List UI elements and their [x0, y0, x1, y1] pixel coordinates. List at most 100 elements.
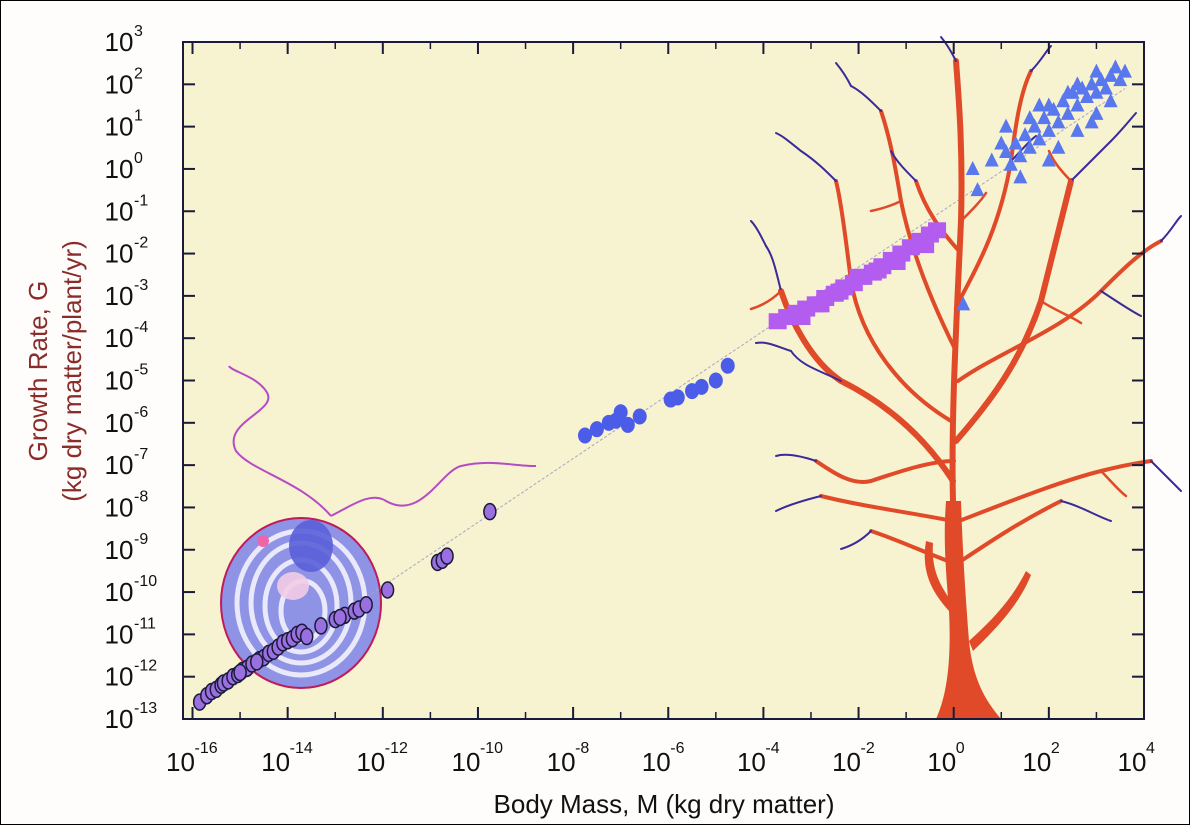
y-tick-label-exponent: -13: [134, 700, 157, 717]
x-tick-label-exponent: -14: [290, 740, 313, 757]
y-tick-label: 10: [105, 154, 134, 184]
y-tick-label: 10: [105, 323, 134, 353]
y-tick-label: 10: [105, 535, 134, 565]
data-point-series4: [1070, 76, 1085, 91]
y-tick-label: 10: [105, 704, 134, 734]
data-point-series4: [1022, 139, 1037, 154]
x-tick-label-exponent: -16: [195, 740, 218, 757]
data-point-series4: [1051, 139, 1066, 154]
data-point-series4: [1089, 63, 1104, 78]
data-point-series4: [1041, 152, 1056, 167]
data-point-series1: [314, 617, 328, 635]
data-point-series4: [1027, 118, 1042, 133]
data-point-series2: [620, 416, 635, 433]
y-tick-label-exponent: -6: [134, 404, 148, 421]
data-point-series2: [589, 421, 604, 438]
y-tick-label: 10: [105, 577, 134, 607]
y-tick-label: 10: [105, 492, 134, 522]
data-point-series4: [984, 152, 999, 167]
data-point-series4: [1022, 110, 1037, 125]
data-point-series4: [1018, 127, 1033, 142]
y-tick-label: 10: [105, 239, 134, 269]
y-tick-label: 10: [105, 281, 134, 311]
y-tick-label-exponent: -9: [134, 531, 148, 548]
data-point-series4: [1013, 169, 1028, 184]
data-point-series1: [483, 502, 497, 521]
x-tick-label-exponent: -10: [480, 740, 503, 757]
x-tick-label: 10: [261, 747, 290, 777]
y-tick-label-exponent: 1: [134, 108, 143, 125]
data-point-series2: [720, 357, 735, 374]
y-tick-label: 10: [105, 196, 134, 226]
data-point-series4: [1041, 122, 1056, 137]
cell-icon: [220, 365, 537, 689]
data-point-series4: [1089, 105, 1104, 120]
data-point-series4: [1108, 59, 1123, 74]
x-axis-title: Body Mass, M (kg dry matter): [494, 789, 835, 819]
y-tick-label: 10: [105, 112, 134, 142]
x-tick-label: 10: [737, 747, 766, 777]
data-point-series4: [1032, 97, 1047, 112]
x-tick-label: 10: [832, 747, 861, 777]
data-point-series3: [849, 268, 868, 285]
data-point-series1: [333, 608, 347, 627]
y-tick-label-exponent: -10: [134, 573, 157, 590]
data-point-series2: [708, 372, 723, 389]
data-point-series4: [1103, 93, 1118, 108]
x-tick-label: 10: [642, 747, 671, 777]
data-point-series3: [830, 283, 849, 300]
x-tick-label: 10: [547, 747, 576, 777]
data-point-series2: [632, 408, 647, 425]
y-axis-title-line2: (kg dry matter/plant/yr): [57, 240, 87, 502]
data-point-series4: [970, 182, 985, 197]
data-point-series4: [1060, 105, 1075, 120]
x-tick-label: 10: [1022, 747, 1051, 777]
x-tick-label: 10: [927, 747, 956, 777]
y-tick-label: 10: [105, 408, 134, 438]
x-tick-label-exponent: 2: [1051, 740, 1060, 757]
data-point-series2: [578, 427, 593, 444]
x-tick-label: 10: [451, 747, 480, 777]
data-point-series4: [1094, 72, 1109, 87]
data-points: [192, 59, 1132, 711]
data-point-series4: [965, 160, 980, 175]
y-tick-label: 10: [105, 366, 134, 396]
data-point-series1: [299, 627, 314, 646]
y-tick-label: 10: [105, 69, 134, 99]
data-point-series4: [1084, 76, 1099, 91]
data-point-series4: [1103, 67, 1118, 82]
data-point-series4: [1037, 110, 1052, 125]
x-tick-label: 10: [356, 747, 385, 777]
y-tick-label: 10: [105, 450, 134, 480]
y-tick-label-exponent: -4: [134, 319, 148, 336]
x-tick-labels: 10 -16 10 -14 10 -12 10 -10 10 -8 10 -6 10 -4 10 -2 10 0 1…: [166, 740, 1155, 777]
data-point-series4: [1117, 63, 1132, 78]
data-point-series2: [670, 389, 685, 406]
x-tick-label: 10: [166, 747, 195, 777]
x-tick-label: 10: [1118, 747, 1147, 777]
x-tick-label-exponent: -6: [670, 740, 684, 757]
x-tick-label-exponent: -8: [575, 740, 589, 757]
data-point-series2: [613, 404, 628, 421]
y-tick-label: 10: [105, 662, 134, 692]
y-tick-label: 10: [105, 619, 134, 649]
y-tick-label-exponent: -7: [134, 446, 148, 463]
y-tick-label-exponent: -11: [134, 615, 156, 632]
x-tick-label-exponent: -2: [861, 740, 875, 757]
y-tick-label-exponent: -8: [134, 488, 148, 505]
data-point-series4: [1089, 84, 1104, 99]
data-point-series3: [887, 254, 906, 271]
data-point-series2: [694, 378, 709, 395]
data-point-series4: [1084, 114, 1099, 129]
data-point-series1: [249, 653, 264, 671]
data-point-series4: [999, 118, 1014, 133]
data-point-series4: [1051, 114, 1066, 129]
data-point-series4: [1098, 80, 1113, 95]
y-tick-label-exponent: -5: [134, 362, 148, 379]
data-point-series3: [811, 296, 830, 313]
data-point-series4: [1070, 97, 1085, 112]
x-tick-label-exponent: 4: [1146, 740, 1155, 757]
y-tick-label-exponent: 0: [134, 150, 143, 167]
data-point-series4: [994, 135, 1009, 150]
